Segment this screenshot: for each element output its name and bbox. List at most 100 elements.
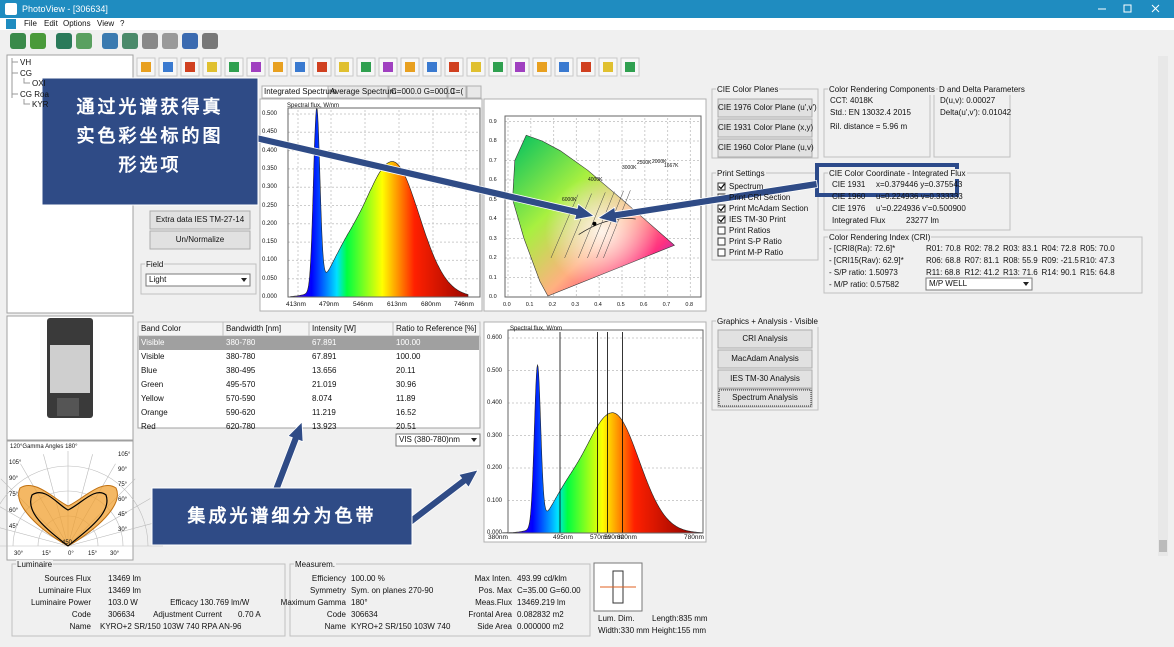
table-cell: 67.891	[312, 338, 337, 347]
field-value: C=35.00 G=60.00	[517, 586, 581, 595]
y-tick-label: 0.9	[489, 118, 497, 125]
x-tick-label: 479nm	[319, 301, 339, 308]
row-selected	[139, 336, 479, 350]
cct-label: 4000K	[588, 177, 603, 183]
tree-item[interactable]: CG	[20, 69, 32, 78]
tool-icon	[625, 62, 635, 72]
polar-spoke	[0, 506, 69, 547]
table-cell: 30.96	[396, 380, 417, 389]
x-tick-label: 0.1	[525, 302, 534, 308]
field-value: 130.769 lm/W	[200, 598, 250, 607]
field-label: Efficiency	[311, 574, 346, 583]
r-value: R08: 55.9	[1003, 256, 1038, 265]
button	[717, 349, 813, 369]
polar-angle: 30°	[118, 527, 128, 533]
annotation-arrow	[597, 180, 818, 224]
group-box	[140, 263, 257, 295]
tree-item[interactable]: OXI	[32, 79, 46, 88]
scroll-thumb	[1159, 540, 1167, 552]
checkbox	[717, 215, 726, 224]
tree-item[interactable]: CG Roa	[20, 90, 49, 99]
tab-label[interactable]: C=000.0 G=000.0	[391, 87, 455, 96]
y-tick-label: 0.0	[489, 294, 497, 300]
tab-label[interactable]: C=(	[450, 87, 464, 96]
checkbox-label[interactable]: IES TM-30 Print	[729, 215, 786, 224]
polar-angle: 105°	[118, 452, 131, 458]
y-tick-label: 0.150	[262, 239, 278, 246]
button[interactable]: Extra data IES TM-27-14	[155, 215, 245, 224]
color-point	[592, 221, 597, 226]
tool-icon	[207, 62, 217, 72]
tab-label[interactable]: Average Spectrum	[330, 87, 397, 96]
tool-icon	[515, 62, 525, 72]
checkbox-label[interactable]: Print Ratios	[729, 226, 771, 235]
highlight-box	[815, 163, 959, 197]
field-value: 100.00 %	[351, 574, 385, 583]
table-cell: 100.00	[396, 352, 421, 361]
dropdown-arrow	[471, 438, 477, 442]
button[interactable]: CIE 1931 Color Plane (x,y)	[718, 123, 814, 132]
group-title: Color Rendering Index (CRI)	[828, 233, 932, 243]
menu-item[interactable]: File	[24, 19, 37, 28]
tree-item[interactable]: VH	[20, 58, 32, 67]
checkbox-label[interactable]: Spectrum	[729, 182, 764, 191]
r-value: R06: 68.8	[926, 256, 961, 265]
polar-ring	[0, 465, 149, 547]
button	[717, 118, 813, 138]
button[interactable]: Spectrum Analysis	[732, 393, 798, 402]
table-cell: 67.891	[312, 352, 337, 361]
menu-item[interactable]: Edit	[44, 19, 58, 28]
close	[1151, 4, 1160, 13]
dropdown	[145, 273, 251, 287]
menu-bar	[0, 18, 1174, 30]
cri-value: - [CRI8(Ra): 72.6]*	[829, 244, 896, 253]
menu-item[interactable]: Options	[63, 19, 91, 28]
tool-icon	[142, 33, 158, 49]
coord-label: CIE 1931	[832, 180, 866, 189]
dropdown-value[interactable]: M/P WELL	[929, 279, 968, 288]
dim-value: Width:330 mm Height:155 mm	[598, 626, 707, 635]
table-cell: 100.00	[396, 338, 421, 347]
info-line: CCT: 4018K	[830, 96, 874, 105]
checkbox-label[interactable]: Print CRI Section	[729, 193, 791, 202]
button[interactable]: CIE 1960 Color Plane (u,v)	[718, 143, 814, 152]
y-tick-label: 0.050	[262, 275, 278, 282]
checkbox-label[interactable]: Print M-P Ratio	[729, 248, 784, 257]
checkbox-label[interactable]: Print McAdam Section	[729, 204, 809, 213]
cri-value: - [CRI15(Rav): 62.9]*	[829, 256, 904, 265]
y-tick-label: 0.300	[487, 432, 503, 439]
tool-icon	[162, 33, 178, 49]
group-box	[289, 563, 591, 637]
table-cell: 13.656	[312, 366, 337, 375]
menu-item[interactable]: ?	[120, 19, 125, 28]
dropdown-value[interactable]: Light	[149, 275, 167, 284]
field-value: 493.99 cd/klm	[517, 574, 567, 583]
annotation-arrow	[407, 469, 479, 526]
tree-item[interactable]: KYR	[32, 100, 49, 109]
polar-angle: 45°	[118, 512, 128, 518]
table-cell: 16.52	[396, 408, 417, 417]
column-header: Ratio to Reference [%]	[396, 324, 477, 333]
polar-angle: 30°	[14, 551, 24, 557]
tab-label[interactable]: Integrated Spectrum	[264, 87, 337, 96]
dropdown-value[interactable]: VIS (380-780)nm	[399, 435, 460, 444]
button[interactable]: MacAdam Analysis	[731, 354, 799, 363]
x-tick-label: 0.2	[548, 302, 557, 308]
menu-item[interactable]: View	[97, 19, 115, 28]
button[interactable]: Un/Normalize	[175, 235, 225, 244]
x-tick-label: 0.6	[639, 302, 648, 308]
dropdown-arrow	[1023, 282, 1029, 286]
checkbox-label[interactable]: Print S-P Ratio	[729, 237, 782, 246]
group-title: Field	[145, 260, 165, 270]
button[interactable]: CIE 1976 Color Plane (u',v')	[718, 103, 817, 112]
dropdown	[395, 433, 481, 447]
button[interactable]: IES TM-30 Analysis	[730, 374, 800, 383]
field-value: 180°	[351, 598, 368, 607]
field-value: 0.70 A	[238, 610, 261, 619]
button[interactable]: CRI Analysis	[742, 334, 788, 343]
x-tick-label: 590nm	[604, 534, 624, 541]
y-tick-label: 0.500	[487, 367, 503, 374]
spectrum-curve	[502, 363, 703, 534]
group-title: CIE Color Coordinate - Integrated Flux	[828, 169, 967, 179]
